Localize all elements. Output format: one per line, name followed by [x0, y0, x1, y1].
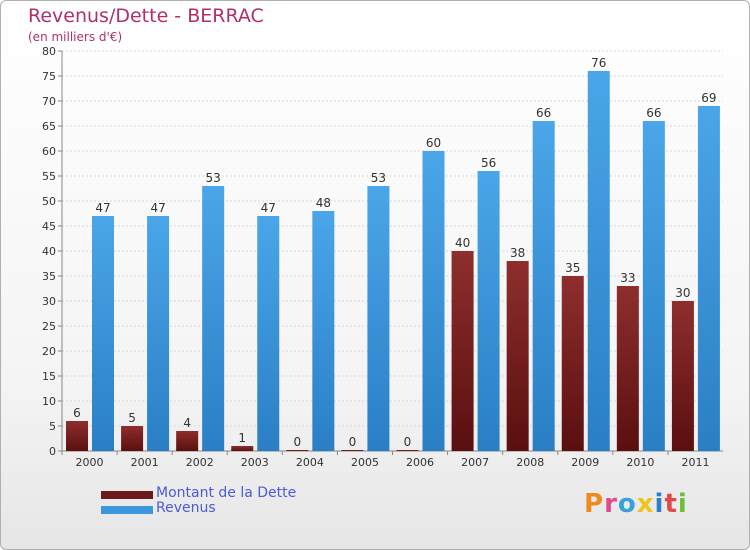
data-label-dette: 0: [404, 435, 412, 449]
legend-swatch-revenus: [101, 506, 153, 514]
y-tick-label: 70: [42, 95, 56, 108]
x-tick-label: 2008: [516, 456, 544, 469]
logo-letter: t: [664, 489, 678, 519]
x-tick-label: 2011: [681, 456, 709, 469]
y-tick-label: 50: [42, 195, 56, 208]
y-tick-label: 25: [42, 320, 56, 333]
data-label-revenus: 66: [646, 106, 661, 120]
bar-dette-2008: [506, 261, 529, 451]
x-tick-label: 2000: [76, 456, 104, 469]
bar-dette-2002: [176, 431, 199, 451]
y-tick-label: 20: [42, 345, 56, 358]
data-label-revenus: 69: [701, 91, 716, 105]
y-tick-label: 55: [42, 170, 56, 183]
bar-layer: [66, 71, 720, 451]
chart-title: Revenus/Dette - BERRAC: [28, 5, 264, 27]
bar-revenus-2006: [422, 151, 445, 451]
x-tick-label: 2009: [571, 456, 599, 469]
bar-revenus-2005: [367, 186, 390, 451]
proxiti-logo: Proxiti: [584, 489, 688, 519]
chart-subtitle: (en milliers d'€): [28, 30, 123, 44]
y-tick-label: 60: [42, 145, 56, 158]
bar-dette-2005: [341, 450, 364, 451]
x-tick-label: 2003: [241, 456, 269, 469]
bar-revenus-2001: [147, 216, 170, 451]
data-label-revenus: 53: [371, 171, 386, 185]
data-label-revenus: 47: [261, 201, 276, 215]
y-tick-label: 10: [42, 395, 56, 408]
y-tick-label: 0: [49, 445, 56, 458]
bar-revenus-2009: [587, 71, 610, 451]
legend-swatch-dette: [101, 491, 153, 499]
x-tick-label: 2002: [186, 456, 214, 469]
legend-label-revenus: Revenus: [156, 500, 216, 516]
x-tick-label: 2010: [626, 456, 654, 469]
data-label-dette: 38: [510, 246, 525, 260]
data-label-revenus: 60: [426, 136, 441, 150]
data-label-dette: 35: [565, 261, 580, 275]
x-tick-label: 2005: [351, 456, 379, 469]
bar-dette-2003: [231, 446, 254, 451]
bar-revenus-2008: [532, 121, 555, 451]
bar-dette-2010: [616, 286, 639, 451]
bar-dette-2009: [561, 276, 584, 451]
data-label-revenus: 66: [536, 106, 551, 120]
bar-dette-2007: [451, 251, 474, 451]
data-label-revenus: 56: [481, 156, 496, 170]
data-label-dette: 6: [73, 406, 81, 420]
y-tick-label: 5: [49, 420, 56, 433]
bar-revenus-2007: [477, 171, 500, 451]
data-label-dette: 0: [349, 435, 357, 449]
bar-revenus-2004: [312, 211, 335, 451]
data-label-dette: 1: [238, 431, 246, 445]
y-tick-label: 15: [42, 370, 56, 383]
bar-revenus-2003: [257, 216, 280, 451]
logo-letter: i: [654, 489, 665, 519]
logo-letter: o: [617, 489, 637, 519]
bar-dette-2006: [396, 450, 419, 451]
data-label-dette: 30: [675, 286, 690, 300]
y-tick-label: 65: [42, 120, 56, 133]
data-label-revenus: 53: [206, 171, 221, 185]
x-tick-label: 2001: [131, 456, 159, 469]
bar-dette-2001: [121, 426, 144, 451]
bar-dette-2000: [66, 421, 88, 451]
bar-dette-2004: [286, 450, 309, 451]
bar-dette-2011: [671, 301, 694, 451]
x-tick-label: 2006: [406, 456, 434, 469]
bar-revenus-2010: [642, 121, 665, 451]
legend-label-dette: Montant de la Dette: [156, 485, 297, 501]
data-label-revenus: 47: [150, 201, 165, 215]
bar-revenus-2002: [202, 186, 225, 451]
y-tick-label: 30: [42, 295, 56, 308]
x-tick-label: 2007: [461, 456, 489, 469]
logo-letter: r: [604, 489, 618, 519]
y-tick-label: 35: [42, 270, 56, 283]
data-label-revenus: 76: [591, 56, 606, 70]
data-label-dette: 5: [128, 411, 136, 425]
y-tick-label: 75: [42, 70, 56, 83]
data-label-revenus: 48: [316, 196, 331, 210]
x-tick-label: 2004: [296, 456, 324, 469]
bar-revenus-2011: [697, 106, 720, 451]
y-tick-label: 40: [42, 245, 56, 258]
bar-revenus-2000: [92, 216, 114, 451]
data-label-dette: 33: [620, 271, 635, 285]
logo-letter: P: [584, 489, 605, 519]
data-label-revenus: 47: [95, 201, 110, 215]
data-label-dette: 4: [183, 416, 191, 430]
y-tick-label: 80: [42, 45, 56, 58]
data-label-dette: 40: [455, 236, 470, 250]
logo-letter: i: [677, 489, 688, 519]
data-label-dette: 0: [294, 435, 302, 449]
y-tick-label: 45: [42, 220, 56, 233]
label-layer: 6 47 5 47 4 53 1 47 0 48 0 53 0 60 40 56 38 66 35 76 33 66 30 6…: [73, 56, 716, 449]
logo-letter: x: [636, 489, 655, 519]
